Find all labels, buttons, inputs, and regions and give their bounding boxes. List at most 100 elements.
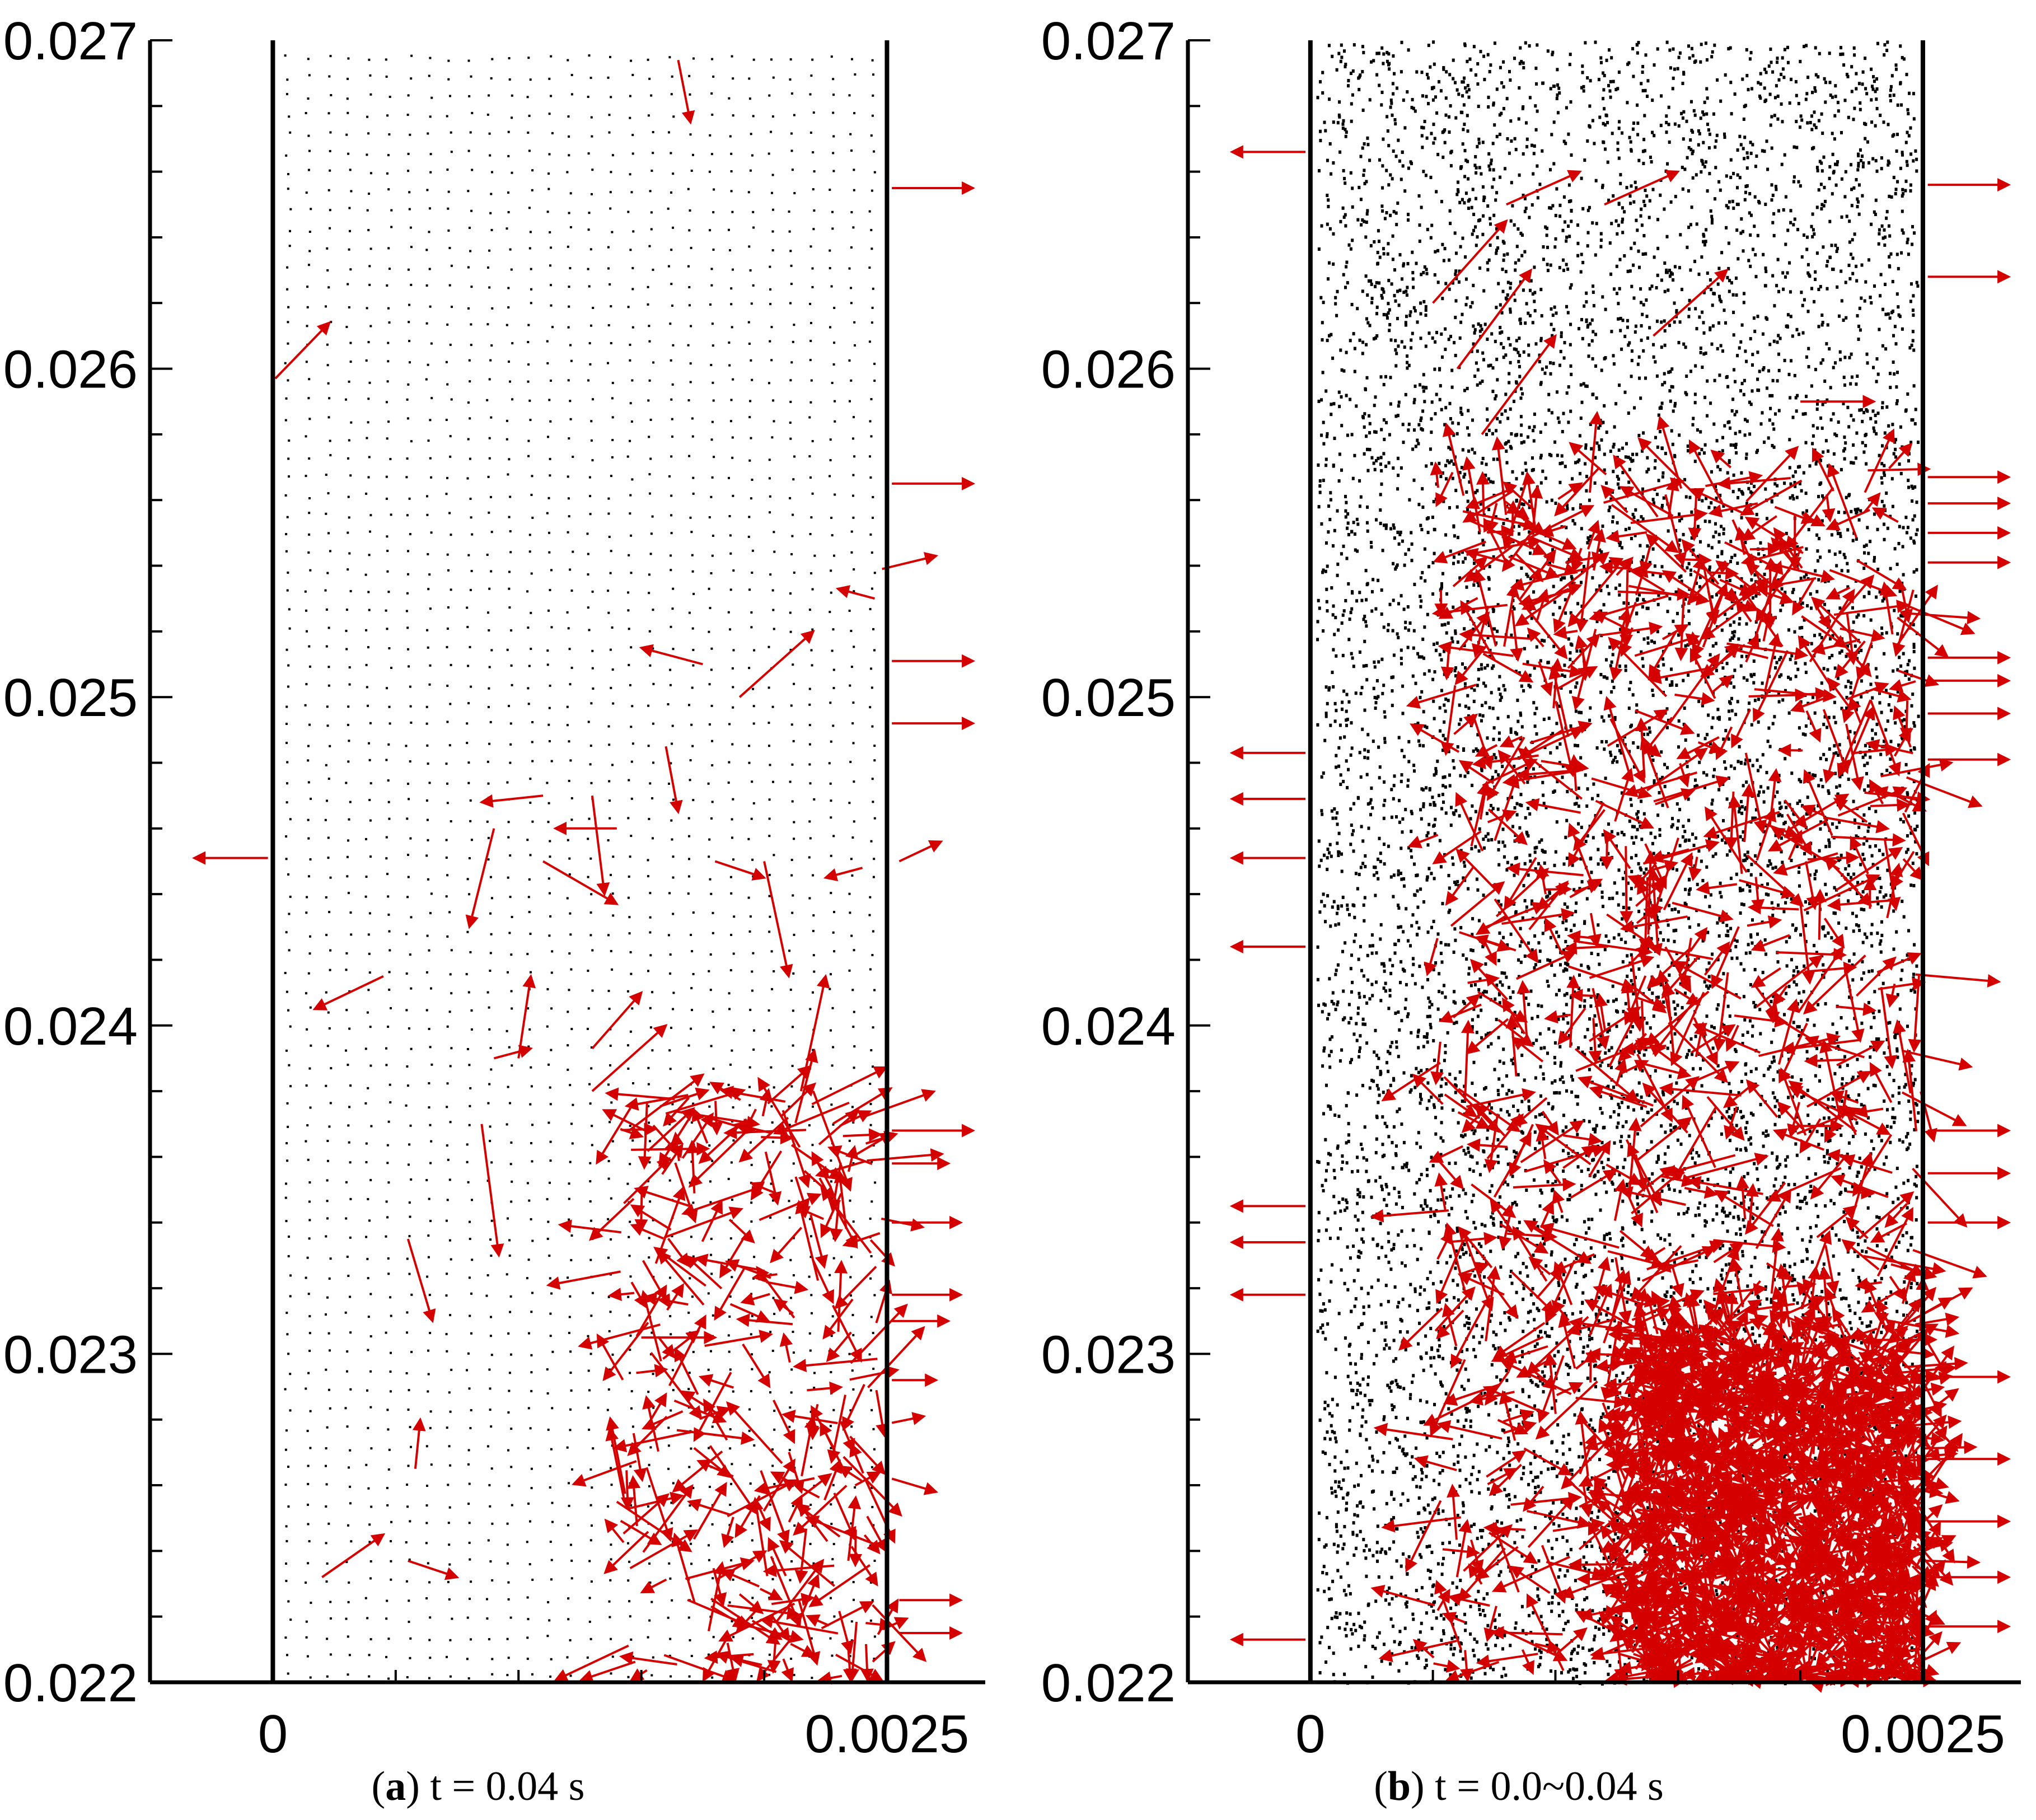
- particle-dot: [871, 778, 874, 780]
- particle-dot: [852, 516, 855, 519]
- particle-dot: [468, 857, 471, 859]
- particle-dot: [649, 1140, 651, 1143]
- particle-dot: [729, 1504, 732, 1506]
- particle-dot: [688, 835, 690, 838]
- particle-dot: [1328, 1054, 1331, 1058]
- particle-dot: [791, 1485, 794, 1487]
- particle-dot: [770, 1105, 773, 1108]
- particle-dot: [389, 1083, 391, 1086]
- particle-dot: [651, 515, 654, 518]
- particle-dot: [607, 1388, 610, 1391]
- particle-dot: [868, 1353, 871, 1356]
- particle-dot: [1767, 893, 1770, 897]
- particle-dot: [488, 1368, 491, 1371]
- particle-dot: [1772, 339, 1776, 343]
- particle-dot: [469, 131, 472, 134]
- particle-dot: [649, 892, 652, 895]
- particle-dot: [551, 1501, 554, 1504]
- particle-dot: [1392, 784, 1396, 788]
- particle-dot: [406, 896, 409, 899]
- particle-dot: [809, 1410, 812, 1413]
- particle-dot: [388, 1448, 391, 1451]
- particle-dot: [487, 706, 490, 708]
- particle-dot: [832, 93, 835, 96]
- particle-dot: [690, 1447, 692, 1450]
- particle-dot: [1448, 115, 1450, 119]
- particle-dot: [652, 361, 655, 364]
- particle-dot: [507, 306, 510, 309]
- particle-dot: [567, 59, 569, 62]
- particle-dot: [1444, 785, 1447, 789]
- particle-dot: [428, 1197, 430, 1200]
- particle-dot: [1826, 398, 1829, 402]
- particle-dot: [1540, 314, 1543, 318]
- particle-dot: [325, 1542, 327, 1545]
- particle-dot: [1678, 538, 1682, 542]
- particle-dot: [1437, 1220, 1440, 1224]
- particle-dot: [1627, 343, 1630, 347]
- particle-dot: [446, 553, 449, 556]
- particle-dot: [589, 911, 592, 914]
- velocity-vector: [667, 1238, 690, 1267]
- particle-dot: [305, 609, 307, 612]
- particle-dot: [567, 497, 570, 500]
- particle-dot: [1473, 688, 1476, 692]
- velocity-vector: [630, 1223, 664, 1240]
- particle-dot: [1637, 1081, 1641, 1085]
- particle-dot: [710, 817, 713, 820]
- particle-dot: [486, 1445, 489, 1448]
- particle-dot: [508, 587, 511, 590]
- particle-dot: [751, 1617, 753, 1619]
- particle-dot: [711, 801, 714, 803]
- particle-dot: [327, 286, 330, 289]
- particle-dot: [1787, 1183, 1790, 1187]
- particle-dot: [486, 1274, 489, 1276]
- particle-dot: [345, 609, 348, 611]
- velocity-vector: [657, 1250, 705, 1306]
- particle-dot: [732, 1578, 734, 1581]
- particle-dot: [446, 627, 449, 630]
- particle-dot: [1772, 427, 1776, 431]
- particle-dot: [649, 664, 652, 667]
- particle-dot: [345, 1561, 348, 1564]
- particle-dot: [1423, 400, 1426, 404]
- particle-dot: [1838, 350, 1842, 354]
- particle-dot: [446, 1106, 448, 1108]
- particle-dot: [346, 1350, 349, 1353]
- particle-dot: [1691, 1156, 1694, 1160]
- particle-dot: [390, 1520, 393, 1523]
- particle-dot: [445, 361, 448, 363]
- particle-dot: [429, 607, 432, 610]
- particle-dot: [852, 494, 854, 497]
- particle-dot: [871, 725, 874, 728]
- particle-dot: [1823, 602, 1826, 606]
- particle-dot: [1698, 585, 1701, 589]
- particle-dot: [467, 554, 470, 556]
- particle-dot: [446, 1272, 448, 1275]
- particle-dot: [1840, 1297, 1843, 1301]
- particle-dot: [446, 323, 449, 326]
- particle-dot: [587, 96, 589, 98]
- particle-dot: [748, 1408, 751, 1411]
- particle-dot: [1429, 65, 1432, 69]
- particle-dot: [1785, 895, 1789, 899]
- particle-dot: [749, 269, 752, 272]
- particle-dot: [1725, 1110, 1729, 1113]
- particle-dot: [285, 533, 288, 536]
- particle-dot: [488, 94, 490, 97]
- particle-dot: [648, 1256, 650, 1259]
- particle-dot: [367, 989, 370, 991]
- particle-dot: [385, 1200, 388, 1203]
- particle-dot: [707, 1292, 710, 1295]
- particle-dot: [1419, 312, 1422, 316]
- particle-dot: [405, 1009, 408, 1012]
- particle-dot: [1653, 255, 1656, 259]
- particle-dot: [1366, 733, 1370, 737]
- particle-dot: [688, 1466, 691, 1468]
- particle-dot: [830, 1503, 832, 1506]
- particle-dot: [1419, 1485, 1422, 1489]
- particle-dot: [790, 1658, 793, 1660]
- particle-dot: [712, 911, 714, 914]
- particle-dot: [1547, 1539, 1550, 1543]
- particle-dot: [1751, 596, 1754, 600]
